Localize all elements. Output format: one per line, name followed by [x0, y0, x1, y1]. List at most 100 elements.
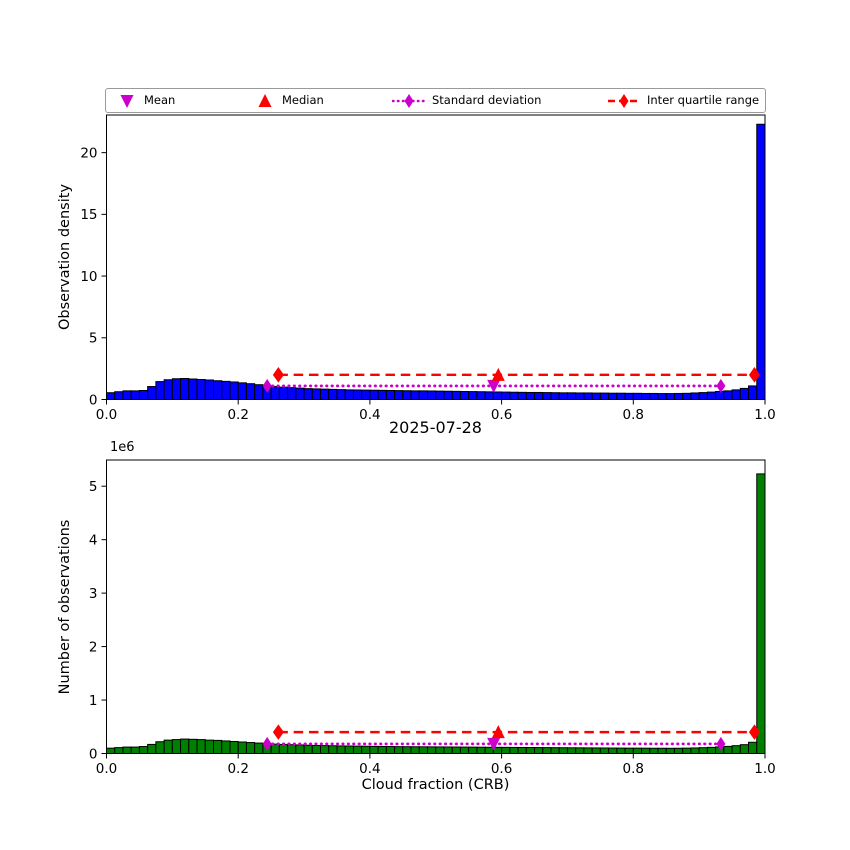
histogram-bar: [171, 378, 182, 401]
histogram-bar: [435, 390, 445, 400]
histogram-bar: [756, 473, 766, 754]
histogram-bar: [270, 386, 280, 401]
histogram-bar: [221, 380, 231, 400]
histogram-bar: [394, 390, 404, 400]
histogram-bar: [213, 380, 223, 400]
histogram-bar: [566, 747, 577, 755]
histogram-bar: [509, 746, 519, 754]
histogram-bar: [459, 746, 470, 755]
histogram-bar: [599, 747, 610, 754]
histogram-bar: [361, 745, 371, 754]
histogram-bar: [451, 746, 461, 755]
histogram-bar: [377, 745, 387, 755]
y-axis-offset-text: 1e6: [110, 440, 135, 455]
legend-label: Mean: [144, 93, 176, 107]
histogram-bar: [122, 746, 132, 755]
histogram-bar: [344, 745, 354, 755]
x-tick-label: 0.8: [623, 407, 644, 423]
histogram-bar: [270, 743, 280, 755]
histogram-bar: [245, 742, 256, 754]
x-tick-label: 0.8: [623, 761, 644, 777]
histogram-bar: [352, 389, 363, 400]
plot-title: 2025-07-28: [389, 418, 482, 437]
x-tick-label: 0.0: [96, 407, 117, 423]
inter-quartile-range: [272, 724, 760, 740]
histogram-bar: [369, 745, 379, 755]
x-tick-label: 0.6: [491, 407, 512, 423]
histogram-bar: [427, 746, 437, 754]
histogram-bar: [583, 747, 593, 755]
y-tick-label: 2: [89, 639, 98, 655]
histogram-bar: [171, 739, 182, 754]
histogram-bar: [525, 747, 536, 755]
y-axis-density: 0 5 10 15 20: [80, 145, 107, 408]
histogram-bar: [608, 747, 618, 754]
histogram-density: [106, 123, 766, 401]
histogram-bar: [114, 391, 124, 401]
histogram-bar: [484, 391, 494, 401]
histogram-bar: [303, 388, 313, 401]
y-tick-label: 0: [89, 746, 98, 762]
histogram-bar: [410, 390, 420, 400]
legend-marker: [404, 93, 414, 108]
histogram-bar: [278, 743, 289, 754]
histogram-bar: [468, 391, 478, 401]
histogram-bar: [237, 741, 247, 755]
histogram-bar: [418, 746, 429, 755]
histogram-bar: [155, 381, 165, 401]
histogram-bar: [468, 746, 478, 755]
y-tick-label: 4: [89, 532, 98, 548]
histogram-bar: [698, 392, 708, 400]
histogram-bar: [517, 391, 527, 400]
std-high-marker: [716, 736, 726, 751]
histogram-bar: [641, 747, 651, 755]
histogram-bar: [311, 744, 322, 754]
std-low-marker: [262, 736, 272, 751]
histogram-bar: [254, 384, 264, 401]
histogram-bar: [204, 379, 215, 400]
y-tick-label: 3: [89, 586, 98, 602]
histogram-bar: [649, 747, 659, 755]
legend-label: Median: [282, 93, 324, 107]
x-tick-label: 0.2: [227, 407, 248, 423]
histogram-bar: [196, 379, 206, 400]
histogram-bar: [106, 747, 116, 755]
diamond-icon: [392, 93, 426, 108]
histogram-bar: [254, 742, 264, 755]
histogram-bar: [402, 390, 412, 400]
histogram-bar: [748, 741, 758, 755]
iqr-low-marker: [272, 724, 284, 740]
iqr-high-marker: [748, 367, 760, 383]
histogram-bar: [723, 745, 733, 755]
histogram-bar: [492, 391, 503, 401]
triangle-up-icon: [258, 93, 272, 107]
histogram-bar: [320, 388, 330, 401]
x-tick-label: 0.4: [359, 407, 380, 423]
mean-marker: [487, 737, 501, 751]
histogram-bar: [336, 745, 346, 754]
median-marker: [491, 367, 505, 381]
histogram-bar: [287, 744, 297, 754]
histogram-bar: [575, 747, 585, 755]
histogram-bar: [575, 392, 585, 400]
histogram-bar: [739, 744, 750, 754]
histogram-bar: [352, 745, 363, 754]
median-marker: [491, 725, 505, 739]
histogram-bar: [163, 379, 173, 400]
std-deviation-range: [262, 736, 726, 751]
histogram-bar: [624, 392, 634, 400]
histogram-bar: [106, 392, 116, 400]
histogram-bar: [682, 747, 692, 755]
histogram-bar: [303, 744, 313, 755]
legend-item-standard-deviation: Standard deviation: [392, 89, 541, 112]
histogram-bar: [649, 392, 659, 401]
histogram-bar: [632, 392, 643, 400]
iqr-low-marker: [272, 367, 284, 383]
x-axis-density: 0.0 0.2 0.4 0.6 0.8 1.0: [96, 399, 776, 423]
histogram-bar: [583, 392, 593, 400]
histogram-bar: [287, 387, 297, 400]
histogram-bar: [534, 747, 544, 755]
legend-marker: [258, 93, 272, 107]
histogram-bar: [509, 391, 519, 401]
